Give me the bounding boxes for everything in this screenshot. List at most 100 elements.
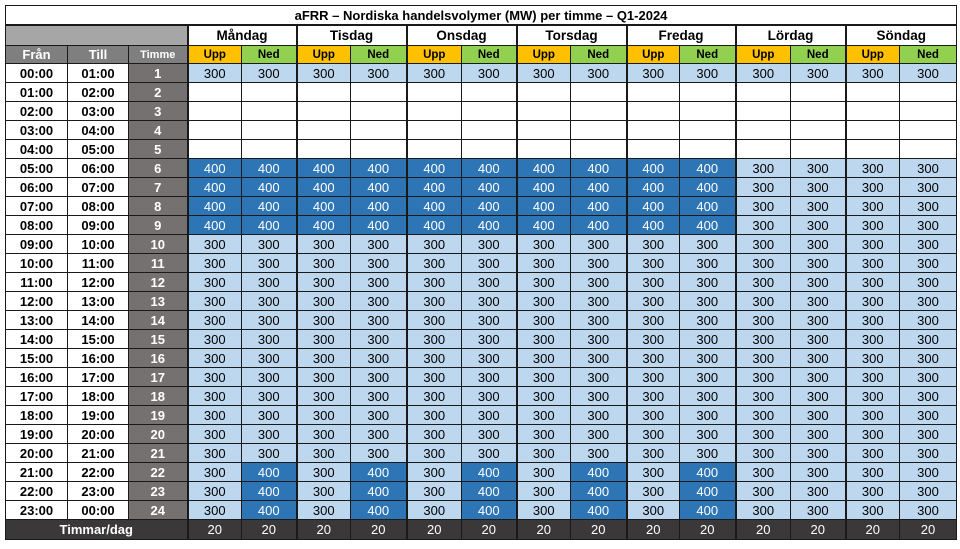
day-header: Torsdag <box>515 24 627 46</box>
upp-value-cell: 300 <box>844 177 900 197</box>
hour-number-cell: 10 <box>128 234 188 254</box>
ned-value-cell: 400 <box>570 215 627 235</box>
ned-value-cell: 300 <box>790 500 846 520</box>
upp-value-cell: 300 <box>844 291 900 311</box>
till-time-cell: 19:00 <box>67 405 129 425</box>
ned-value-cell <box>570 82 627 102</box>
hour-number-cell: 12 <box>128 272 188 292</box>
upp-value-cell: 400 <box>515 196 571 216</box>
upp-value-cell: 400 <box>186 158 242 178</box>
ned-value-cell: 300 <box>241 253 297 273</box>
upp-value-cell: 300 <box>186 367 242 387</box>
upp-value-cell: 300 <box>844 215 900 235</box>
hour-number-cell: 22 <box>128 462 188 482</box>
hours-per-day-value: 20 <box>350 519 407 540</box>
upp-value-cell: 300 <box>844 348 900 368</box>
upp-value-cell: 300 <box>295 310 351 330</box>
upp-value-cell: 300 <box>734 386 791 406</box>
ned-value-cell: 300 <box>241 443 297 463</box>
upp-value-cell <box>295 120 351 140</box>
ned-value-cell: 300 <box>461 310 517 330</box>
from-header: Från <box>5 45 68 64</box>
ned-header: Ned <box>790 45 846 64</box>
till-time-cell: 16:00 <box>67 348 129 368</box>
till-time-cell: 23:00 <box>67 481 129 501</box>
hour-number-cell: 16 <box>128 348 188 368</box>
upp-value-cell: 300 <box>625 310 680 330</box>
ned-value-cell <box>679 82 736 102</box>
ned-value-cell: 300 <box>241 234 297 254</box>
ned-value-cell: 300 <box>461 234 517 254</box>
upp-value-cell: 300 <box>405 367 462 387</box>
ned-value-cell: 400 <box>461 158 517 178</box>
upp-value-cell: 300 <box>186 329 242 349</box>
ned-header: Ned <box>898 45 958 64</box>
ned-value-cell: 400 <box>241 177 297 197</box>
upp-value-cell: 400 <box>515 215 571 235</box>
hours-per-day-value: 20 <box>295 519 351 540</box>
upp-value-cell: 300 <box>515 234 571 254</box>
upp-value-cell: 300 <box>186 424 242 444</box>
upp-value-cell: 300 <box>734 481 791 501</box>
ned-value-cell: 300 <box>461 367 517 387</box>
upp-value-cell: 300 <box>515 500 571 520</box>
upp-value-cell: 300 <box>405 481 462 501</box>
till-time-cell: 22:00 <box>67 462 129 482</box>
day-header: Måndag <box>186 24 297 46</box>
ned-value-cell <box>241 120 297 140</box>
ned-value-cell: 300 <box>570 329 627 349</box>
upp-value-cell: 300 <box>515 386 571 406</box>
ned-header: Ned <box>461 45 517 64</box>
ned-value-cell <box>461 120 517 140</box>
upp-value-cell: 300 <box>844 462 900 482</box>
from-time-cell: 17:00 <box>5 386 68 406</box>
table-row: 22:00 23:00 23 300 400 300 400 300 400 300 400 300 4… <box>5 481 958 501</box>
upp-value-cell: 300 <box>734 310 791 330</box>
upp-value-cell: 300 <box>844 272 900 292</box>
ned-value-cell: 300 <box>679 272 736 292</box>
upp-value-cell: 300 <box>295 253 351 273</box>
ned-value-cell: 300 <box>461 329 517 349</box>
ned-value-cell: 300 <box>790 253 846 273</box>
upp-value-cell: 400 <box>186 215 242 235</box>
upp-value-cell: 300 <box>405 329 462 349</box>
upp-value-cell: 400 <box>515 158 571 178</box>
hour-number-cell: 14 <box>128 310 188 330</box>
hour-number-cell: 15 <box>128 329 188 349</box>
ned-value-cell: 300 <box>679 386 736 406</box>
from-time-cell: 21:00 <box>5 462 68 482</box>
upp-value-cell <box>405 120 462 140</box>
day-header: Lördag <box>734 24 846 46</box>
ned-value-cell <box>241 82 297 102</box>
ned-value-cell: 400 <box>461 481 517 501</box>
ned-value-cell: 300 <box>241 405 297 425</box>
table-title: aFRR – Nordiska handelsvolymer (MW) per … <box>4 5 958 26</box>
corner-blank <box>5 24 188 46</box>
upp-value-cell <box>405 82 462 102</box>
upp-value-cell <box>186 101 242 121</box>
upp-value-cell: 300 <box>844 443 900 463</box>
ned-value-cell <box>461 82 517 102</box>
table-row: 03:00 04:00 4 <box>5 120 958 140</box>
upp-value-cell: 300 <box>625 291 680 311</box>
upp-value-cell: 300 <box>734 424 791 444</box>
upp-value-cell: 300 <box>734 500 791 520</box>
upp-value-cell <box>734 120 791 140</box>
upp-value-cell: 300 <box>186 481 242 501</box>
ned-value-cell: 400 <box>679 196 736 216</box>
upp-value-cell: 300 <box>625 253 680 273</box>
upp-value-cell: 400 <box>295 177 351 197</box>
ned-value-cell: 300 <box>350 291 407 311</box>
ned-value-cell: 300 <box>898 386 958 406</box>
ned-value-cell: 300 <box>241 310 297 330</box>
upp-value-cell: 300 <box>186 386 242 406</box>
ned-value-cell <box>570 101 627 121</box>
ned-value-cell: 400 <box>679 481 736 501</box>
ned-value-cell: 300 <box>898 329 958 349</box>
ned-value-cell: 300 <box>679 348 736 368</box>
till-time-cell: 09:00 <box>67 215 129 235</box>
ned-value-cell: 400 <box>241 481 297 501</box>
ned-value-cell: 300 <box>790 386 846 406</box>
hour-number-cell: 23 <box>128 481 188 501</box>
day-header: Fredag <box>625 24 736 46</box>
